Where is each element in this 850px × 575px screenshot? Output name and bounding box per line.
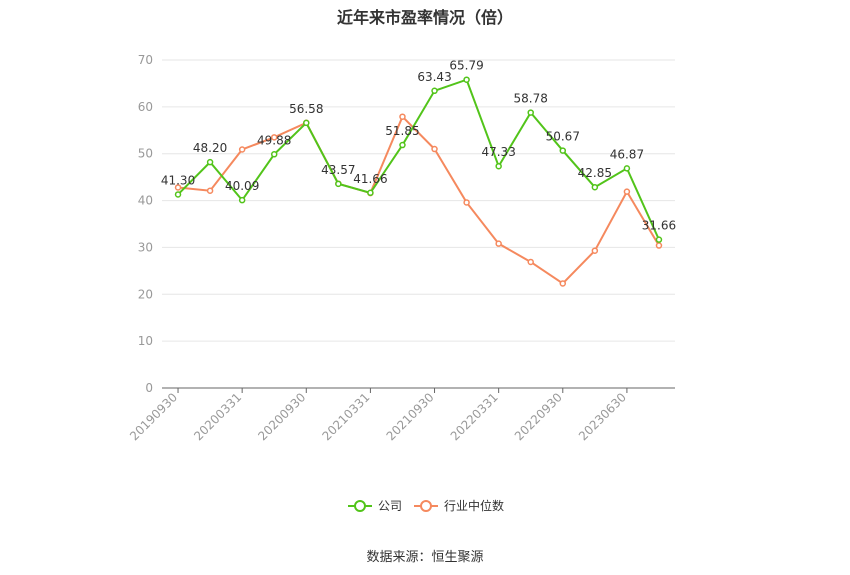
y-tick-label: 40	[138, 194, 153, 208]
data-point-company	[591, 183, 599, 191]
data-point-industry-median	[399, 113, 406, 120]
y-tick-label: 10	[138, 334, 153, 348]
data-label: 46.87	[610, 147, 644, 161]
legend-label-company: 公司	[378, 499, 402, 513]
data-point-company	[174, 191, 182, 198]
x-tick-label: 20220331	[448, 390, 501, 443]
data-point-industry-median	[174, 184, 182, 191]
legend-label-industry-median: 行业中位数	[444, 498, 504, 513]
data-point-company	[463, 76, 470, 83]
x-tick-label: 20190930	[127, 390, 180, 443]
data-point-industry-median	[270, 134, 278, 141]
source-note: 数据来源：恒生聚源	[366, 550, 484, 565]
data-label: 49.88	[257, 133, 291, 147]
data-point-company	[303, 119, 310, 127]
data-label: 65.79	[449, 59, 483, 73]
data-point-industry-median	[655, 242, 663, 249]
y-tick-label: 0	[145, 381, 153, 395]
data-label: 63.43	[417, 70, 451, 84]
x-tick-label: 20200930	[255, 390, 308, 443]
data-point-industry-median	[527, 258, 534, 266]
data-point-industry-median	[431, 145, 438, 153]
data-point-company	[431, 87, 438, 95]
y-tick-label: 70	[138, 53, 153, 67]
y-tick-label: 50	[138, 147, 153, 161]
series-line-industry-median	[177, 114, 660, 285]
data-point-company	[206, 158, 214, 166]
data-point-industry-median	[238, 146, 246, 153]
data-point-company	[655, 236, 663, 243]
series-line-company	[177, 78, 660, 241]
x-tick-label: 20210331	[319, 390, 372, 443]
data-label: 56.58	[289, 102, 323, 116]
y-tick-label: 60	[138, 100, 153, 114]
data-point-industry-median	[463, 199, 470, 206]
data-point-company	[399, 141, 406, 149]
data-label: 43.57	[321, 163, 355, 177]
data-point-industry-median	[206, 187, 214, 194]
data-point-industry-median	[623, 188, 631, 195]
x-tick-label: 20200331	[191, 390, 244, 443]
data-point-company	[367, 189, 374, 197]
data-label: 31.66	[642, 219, 676, 233]
data-label: 41.30	[161, 173, 195, 187]
x-tick-label: 20210930	[384, 390, 437, 443]
data-point-company	[270, 151, 278, 158]
y-tick-label: 30	[138, 240, 153, 254]
data-point-company	[335, 180, 342, 188]
data-point-industry-median	[591, 247, 599, 254]
data-point-industry-median	[559, 280, 567, 287]
x-tick-label: 20230630	[576, 390, 629, 443]
data-label: 41.66	[353, 172, 387, 186]
data-point-company	[495, 162, 502, 170]
data-point-company	[559, 147, 567, 154]
data-label: 58.78	[514, 92, 548, 106]
chart-title: 近年来市盈率情况（倍）	[336, 8, 513, 27]
data-label: 51.85	[385, 124, 419, 138]
data-label: 48.20	[193, 141, 227, 155]
data-point-company	[527, 109, 534, 116]
x-tick-label: 20220930	[512, 390, 565, 443]
data-point-company	[238, 196, 246, 204]
data-label: 47.33	[481, 145, 515, 159]
data-label: 42.85	[578, 166, 612, 180]
data-point-industry-median	[495, 240, 502, 247]
data-label: 40.09	[225, 179, 259, 193]
data-point-company	[623, 165, 631, 172]
y-tick-label: 20	[138, 287, 153, 301]
legend-swatch-marker	[420, 500, 432, 512]
data-label: 50.67	[546, 130, 580, 144]
legend-swatch-marker	[354, 500, 366, 512]
